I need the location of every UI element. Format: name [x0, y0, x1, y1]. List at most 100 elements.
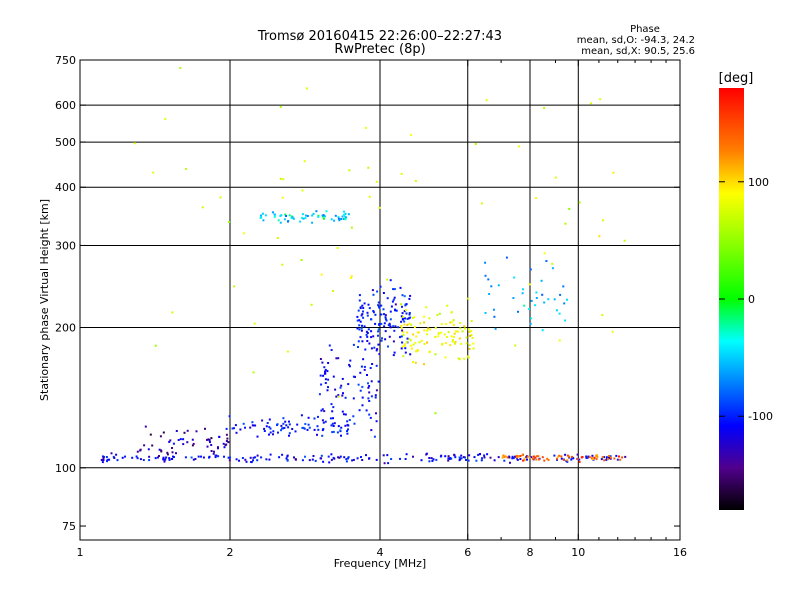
data-point [281, 453, 284, 456]
data-point [192, 458, 195, 461]
data-point [393, 329, 396, 332]
data-point [465, 342, 468, 345]
data-point [310, 303, 313, 306]
data-point [330, 458, 333, 461]
data-point [215, 454, 218, 457]
data-point [279, 215, 282, 217]
data-point [605, 458, 608, 461]
data-point [313, 417, 316, 420]
data-point [367, 303, 370, 306]
data-point [367, 166, 370, 169]
data-point [228, 459, 231, 462]
data-point [437, 335, 440, 338]
data-point [235, 431, 238, 434]
data-point [402, 334, 405, 336]
data-point [256, 435, 259, 438]
data-point [458, 456, 461, 459]
data-point [356, 315, 359, 318]
data-point [451, 340, 454, 343]
data-point [619, 458, 622, 461]
x-tick-label: 6 [464, 546, 471, 559]
data-point [106, 458, 109, 461]
data-point [393, 296, 396, 299]
data-point [348, 363, 351, 366]
data-point [371, 289, 374, 292]
data-point [228, 221, 231, 224]
data-point [368, 385, 371, 388]
data-point [603, 456, 605, 459]
data-point [241, 457, 244, 459]
data-point [401, 341, 404, 344]
data-point [347, 457, 349, 460]
data-point [511, 457, 514, 460]
data-point [382, 454, 385, 457]
data-point [269, 453, 272, 456]
data-point [317, 214, 320, 217]
data-point [305, 214, 307, 217]
data-point [352, 343, 355, 346]
data-point [367, 386, 370, 389]
data-point [360, 314, 363, 317]
data-point [368, 400, 371, 402]
data-point [528, 456, 531, 459]
data-point [400, 324, 403, 327]
data-point [208, 438, 211, 441]
data-point [217, 446, 219, 449]
data-point [409, 133, 412, 136]
data-point [143, 444, 146, 447]
data-point [468, 454, 471, 457]
data-point [337, 394, 340, 397]
data-point [380, 339, 383, 342]
data-point [523, 459, 526, 462]
data-point [560, 455, 563, 458]
data-point [423, 329, 426, 332]
data-point [374, 313, 377, 316]
colorbar-tick-label: -100 [748, 410, 773, 423]
data-point [364, 126, 367, 129]
data-point [401, 305, 403, 308]
data-point [372, 293, 375, 296]
data-point [366, 314, 369, 317]
data-point [387, 324, 390, 327]
data-point [375, 349, 378, 352]
data-point [184, 456, 187, 459]
data-point [344, 396, 347, 399]
data-point [325, 210, 328, 213]
data-point [340, 218, 343, 220]
data-point [225, 433, 228, 436]
data-point [276, 423, 279, 426]
data-point [360, 329, 363, 332]
data-point [324, 215, 326, 218]
data-point [541, 293, 544, 296]
data-point [490, 285, 493, 288]
data-point [512, 297, 515, 299]
data-point [320, 409, 323, 412]
data-point [368, 413, 371, 416]
data-point [361, 324, 363, 327]
data-point [136, 457, 139, 460]
data-point [530, 317, 533, 320]
data-point [306, 215, 309, 217]
data-point [177, 439, 180, 441]
data-point [277, 219, 280, 222]
data-point [344, 212, 347, 215]
data-point [405, 453, 408, 456]
data-point [531, 457, 534, 460]
data-point [412, 343, 415, 346]
data-point [366, 374, 368, 376]
data-point [348, 169, 351, 172]
data-point [334, 214, 337, 217]
data-point [190, 456, 193, 459]
data-point [121, 456, 124, 459]
data-point [186, 429, 189, 432]
data-point [148, 455, 151, 458]
data-point [210, 450, 213, 452]
data-point [183, 431, 186, 434]
data-point [383, 325, 386, 328]
data-point [252, 371, 255, 374]
data-point [265, 458, 268, 461]
data-point [341, 410, 344, 413]
data-point [538, 458, 540, 461]
data-point [361, 304, 364, 307]
data-point [321, 408, 324, 411]
